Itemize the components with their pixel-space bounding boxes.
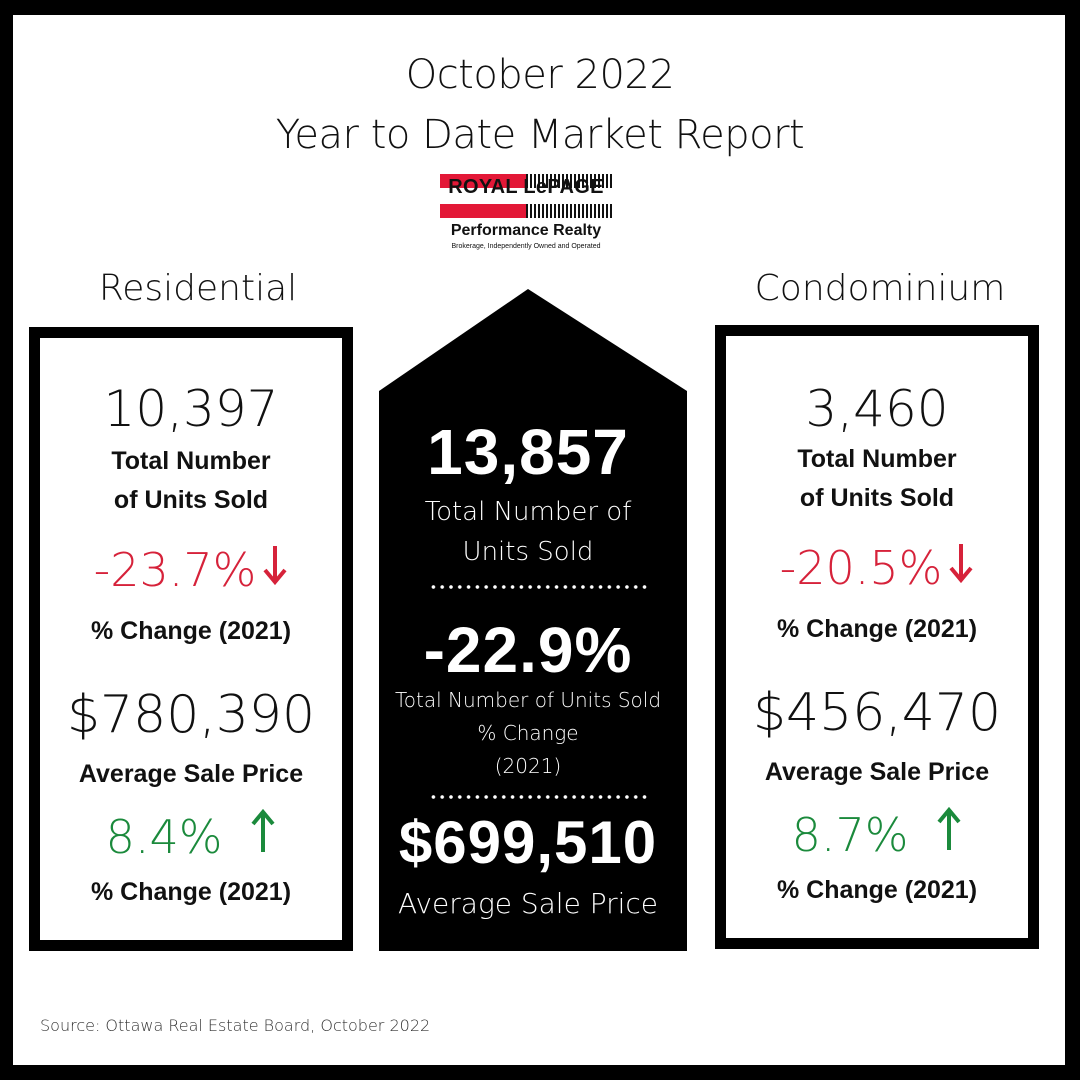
logo-tagline: Brokerage, Independently Owned and Opera… bbox=[451, 243, 601, 250]
logo-name: ROYAL LePAGE bbox=[448, 176, 604, 198]
total-house-panel: 13,857 Total Number of Units Sold -22.9%… bbox=[367, 275, 689, 951]
report-title-line1: October 2022 bbox=[405, 52, 675, 98]
total-change-label-1: Total Number of Units Sold bbox=[394, 688, 662, 712]
total-units-label-1: Total Number of bbox=[424, 497, 632, 527]
total-change-label-2: % Change bbox=[477, 721, 579, 745]
divider-dots-top bbox=[429, 585, 651, 589]
condominium-heading: Condominium bbox=[754, 268, 1006, 309]
condominium-units-change: -20.5% bbox=[779, 541, 943, 595]
residential-units-change-label: % Change (2021) bbox=[90, 617, 292, 645]
report-title-line2: Year to Date Market Report bbox=[275, 112, 805, 158]
royal-lepage-logo: ROYAL LePAGE Performance Realty Brokerag… bbox=[440, 158, 612, 258]
residential-units-label-2: of Units Sold bbox=[113, 486, 269, 514]
total-avg-price-label: Average Sale Price bbox=[397, 887, 659, 920]
total-units-label-2: Units Sold bbox=[462, 537, 594, 567]
condominium-units-change-row: -20.5% bbox=[726, 541, 1028, 595]
residential-avg-price: $780,390 bbox=[66, 685, 316, 745]
condominium-units-change-label: % Change (2021) bbox=[776, 615, 978, 643]
condominium-price-change-label: % Change (2021) bbox=[776, 876, 978, 904]
condominium-price-change-row: 8.7% bbox=[726, 806, 1028, 863]
divider-dots-bottom bbox=[429, 795, 651, 799]
residential-heading: Residential bbox=[98, 268, 298, 309]
total-units-sold: 13,857 bbox=[427, 416, 629, 488]
residential-price-change-row: 8.4% bbox=[40, 808, 342, 865]
condominium-units-label-1: Total Number bbox=[797, 445, 957, 473]
residential-units-sold: 10,397 bbox=[103, 380, 279, 438]
condominium-avg-price-label: Average Sale Price bbox=[764, 758, 990, 786]
total-change-label-3: (2021) bbox=[494, 754, 562, 778]
residential-avg-price-label: Average Sale Price bbox=[78, 760, 304, 788]
logo-top-bar bbox=[440, 174, 612, 188]
condominium-units-sold: 3,460 bbox=[805, 380, 949, 438]
total-avg-price: $699,510 bbox=[398, 809, 658, 876]
logo-subtitle: Performance Realty bbox=[450, 222, 602, 239]
logo-bottom-bar bbox=[440, 204, 612, 218]
arrow-up-icon bbox=[250, 808, 276, 865]
residential-units-label-1: Total Number bbox=[111, 447, 271, 475]
condominium-avg-price: $456,470 bbox=[752, 683, 1002, 743]
residential-price-change: 8.4% bbox=[105, 809, 223, 864]
residential-units-change-row: -23.7% bbox=[40, 543, 342, 597]
source-note: Source: Ottawa Real Estate Board, Octobe… bbox=[40, 1016, 431, 1035]
arrow-down-icon bbox=[948, 541, 974, 595]
arrow-down-icon bbox=[262, 543, 288, 597]
total-units-change: -22.9% bbox=[423, 614, 633, 686]
condominium-units-label-2: of Units Sold bbox=[799, 484, 955, 512]
residential-units-change: -23.7% bbox=[93, 543, 257, 597]
condominium-box: 3,460 Total Number of Units Sold -20.5% … bbox=[715, 325, 1039, 949]
condominium-price-change: 8.7% bbox=[791, 807, 909, 862]
house-shape bbox=[379, 289, 687, 951]
residential-box: 10,397 Total Number of Units Sold -23.7%… bbox=[29, 327, 353, 951]
arrow-up-icon bbox=[936, 806, 962, 863]
residential-price-change-label: % Change (2021) bbox=[90, 878, 292, 906]
